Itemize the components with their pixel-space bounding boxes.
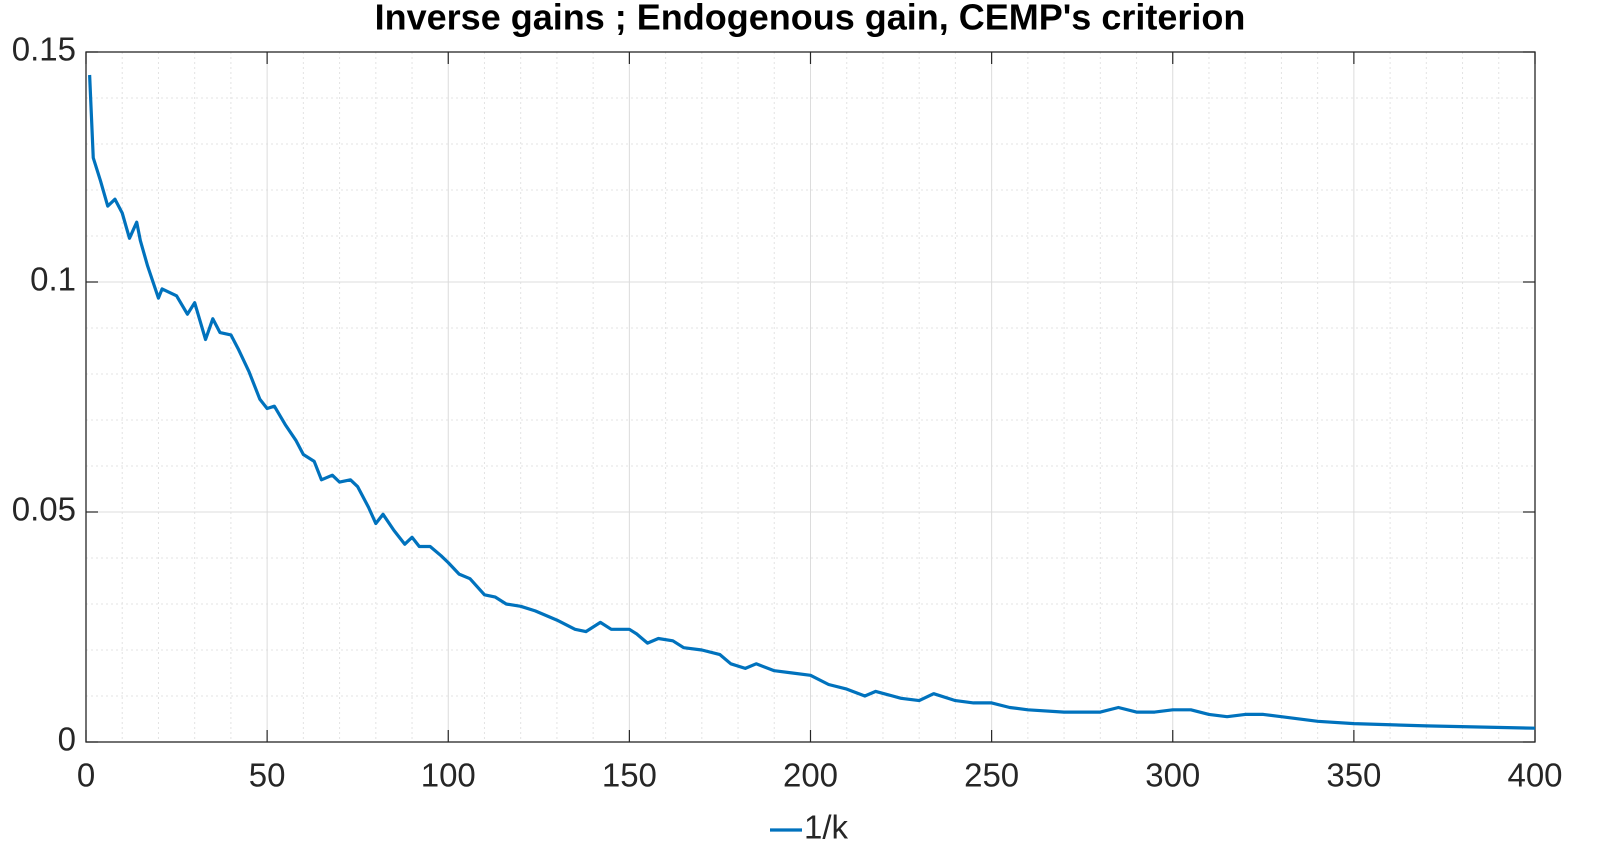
x-tick-label: 0 — [77, 757, 95, 794]
y-tick-label: 0 — [58, 721, 76, 758]
legend-label: 1/k — [804, 809, 849, 846]
data-line — [88, 74, 1536, 730]
plot-frame — [85, 51, 1536, 743]
x-tick-label: 250 — [964, 757, 1019, 794]
y-tick-label: 0.15 — [12, 31, 76, 68]
x-tick-label: 100 — [421, 757, 476, 794]
x-tick-label: 150 — [602, 757, 657, 794]
y-tick-label: 0.1 — [30, 261, 76, 298]
x-tick-label: 350 — [1326, 757, 1381, 794]
x-tick-label: 50 — [249, 757, 286, 794]
y-tick-label: 0.05 — [12, 491, 76, 528]
x-tick-label: 300 — [1145, 757, 1200, 794]
x-tick-label: 200 — [783, 757, 838, 794]
x-tick-label: 400 — [1507, 757, 1562, 794]
chart-title: Inverse gains ; Endogenous gain, CEMP's … — [375, 0, 1246, 38]
